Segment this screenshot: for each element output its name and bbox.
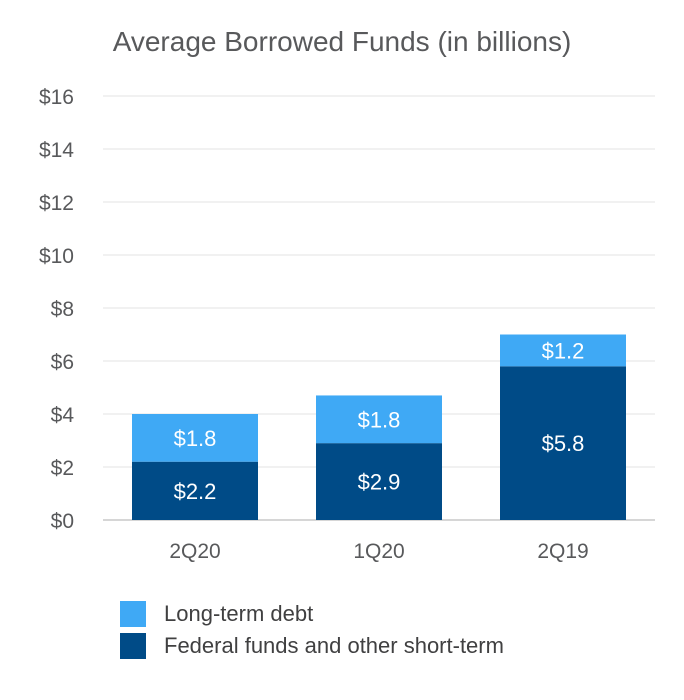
y-tick-label-4: $8 — [51, 298, 74, 321]
y-tick-label-6: $12 — [39, 192, 74, 215]
y-tick-label-3: $6 — [51, 351, 74, 374]
legend-item-long-term-debt: Long-term debt — [120, 598, 504, 630]
bar-2q19-series-1 — [500, 334, 626, 367]
legend-swatch-federal-funds — [120, 633, 146, 659]
bar-2q20-series-1 — [132, 414, 258, 462]
legend-label-long-term-debt: Long-term debt — [164, 601, 314, 626]
x-tick-label-1q20: 1Q20 — [353, 540, 404, 563]
y-tick-label-5: $10 — [39, 245, 74, 268]
bar-2q19-series-0 — [500, 366, 626, 520]
legend-item-federal-funds: Federal funds and other short-term — [120, 630, 504, 662]
y-tick-label-2: $4 — [51, 404, 75, 427]
bar-1q20-series-1 — [316, 395, 442, 444]
bar-1q20-series-0 — [316, 443, 442, 520]
x-tick-label-2q20: 2Q20 — [169, 540, 220, 563]
legend-label-federal-funds: Federal funds and other short-term — [164, 633, 504, 658]
bar-2q20-series-0 — [132, 461, 258, 520]
y-tick-label-0: $0 — [51, 510, 74, 533]
data-label-2q20-series-0: $2.2 — [174, 479, 217, 504]
data-label-2q19-series-0: $5.8 — [542, 431, 585, 456]
data-label-2q19-series-1: $1.2 — [542, 338, 585, 363]
data-label-2q20-series-1: $1.8 — [174, 426, 217, 451]
stacked-bar-chart: $0 $2 $4 $6 $8 $10 $12 $14 $16 $2.2 $1.8 2Q20 $2.9 $1… — [39, 86, 655, 563]
legend-swatch-long-term-debt — [120, 601, 146, 627]
legend: Long-term debt Federal funds and other s… — [120, 598, 504, 662]
y-tick-label-8: $16 — [39, 86, 74, 109]
data-label-1q20-series-0: $2.9 — [358, 470, 401, 495]
y-tick-label-7: $14 — [39, 139, 74, 162]
x-tick-label-2q19: 2Q19 — [537, 540, 588, 563]
chart-title: Average Borrowed Funds (in billions) — [112, 26, 572, 57]
data-label-1q20-series-1: $1.8 — [358, 407, 401, 432]
y-tick-label-1: $2 — [51, 457, 74, 480]
